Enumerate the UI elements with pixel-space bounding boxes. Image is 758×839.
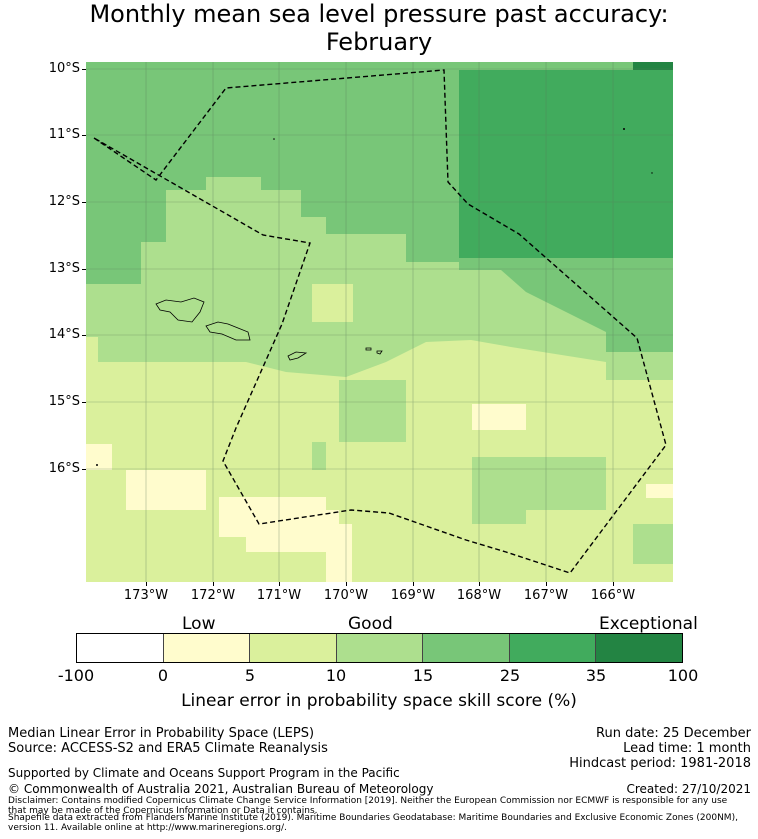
lat-tick [82, 469, 86, 470]
lat-tick [82, 69, 86, 70]
footer-copyright: © Commonwealth of Australia 2021, Austra… [8, 782, 434, 796]
footer-source: Source: ACCESS-S2 and ERA5 Climate Reana… [8, 741, 328, 756]
region-good-patch-1 [339, 380, 406, 442]
lon-tick [346, 582, 347, 586]
region-low-patch-1 [472, 404, 526, 430]
lon-label: 171°W [256, 588, 302, 603]
map-title: Monthly mean sea level pressure past acc… [0, 0, 758, 56]
lat-tick [82, 202, 86, 203]
island-speck-3 [651, 172, 653, 174]
colorbar-swatch [509, 634, 597, 662]
map-gridlines [86, 62, 673, 582]
colorbar-tick: 15 [412, 666, 434, 685]
colorbar-category-good: Good [348, 614, 393, 634]
lat-label: 15°S [48, 394, 80, 409]
colorbar-swatch [336, 634, 424, 662]
lon-label: 169°W [390, 588, 436, 603]
region-low-patch-2 [86, 444, 112, 470]
colorbar-tick: 25 [499, 666, 521, 685]
island-speck-2 [623, 128, 625, 130]
colorbar-tick: 0 [157, 666, 169, 685]
colorbar-swatch [250, 634, 337, 662]
colorbar-swatch [163, 634, 251, 662]
lon-label: 167°W [523, 588, 569, 603]
lon-tick [613, 582, 614, 586]
lon-tick [479, 582, 480, 586]
lat-tick [82, 135, 86, 136]
lon-tick [146, 582, 147, 586]
skill-map-svg [86, 62, 673, 582]
skill-map [86, 62, 673, 582]
region-fair-patch [312, 284, 353, 322]
island-upolu [205, 321, 251, 341]
lat-label: 11°S [48, 127, 80, 142]
lat-label: 16°S [48, 461, 80, 476]
island-savaii [155, 297, 205, 323]
lat-tick [82, 269, 86, 270]
region-low-patch-3 [126, 470, 206, 510]
footer-lead-time: Lead time: 1 month [623, 741, 751, 756]
colorbar-swatch [77, 634, 164, 662]
region-low-patch-5 [646, 484, 673, 498]
title-line-1: Monthly mean sea level pressure past acc… [89, 0, 669, 28]
lat-label: 12°S [48, 194, 80, 209]
region-good-patch-2 [472, 457, 606, 524]
island-ofu [365, 347, 372, 351]
colorbar-category-low: Low [182, 614, 216, 634]
footer-method: Median Linear Error in Probability Space… [8, 726, 315, 741]
disclaimer-line-4: version 11. Available online at http://w… [8, 823, 287, 833]
lon-tick [413, 582, 414, 586]
footer-support: Supported by Climate and Oceans Support … [8, 766, 400, 780]
region-very-good-ne [459, 62, 673, 258]
region-good-patch-4 [633, 524, 673, 564]
island-tutuila [287, 351, 308, 361]
lon-tick [546, 582, 547, 586]
lat-label: 13°S [48, 261, 80, 276]
colorbar [76, 633, 683, 663]
colorbar-tick: 5 [244, 666, 256, 685]
footer-hindcast: Hindcast period: 1981-2018 [569, 756, 751, 771]
colorbar-tick: 10 [325, 666, 347, 685]
disclaimer-line-3: Shapefile data extracted from Flanders M… [8, 813, 738, 823]
footer-run-date: Run date: 25 December [596, 726, 751, 741]
lon-tick [213, 582, 214, 586]
lon-label: 168°W [456, 588, 502, 603]
region-low-patch-4 [219, 497, 352, 582]
region-good-patch-3 [312, 442, 326, 470]
footer-created: Created: 27/10/2021 [626, 782, 751, 796]
lat-label: 10°S [48, 61, 80, 76]
lon-tick [279, 582, 280, 586]
lon-label: 166°W [590, 588, 636, 603]
colorbar-tick: 35 [585, 666, 607, 685]
eez-boundary [93, 69, 667, 574]
colorbar-tick: -100 [57, 666, 95, 685]
disclaimer-line-2: that may be made of the Copernicus Infor… [8, 806, 318, 816]
colorbar-swatch [596, 634, 683, 662]
colorbar-tick: 100 [667, 666, 699, 685]
lon-label: 170°W [323, 588, 369, 603]
lat-tick [82, 402, 86, 403]
colorbar-label: Linear error in probability space skill … [181, 691, 577, 711]
region-exceptional-corner [633, 62, 673, 70]
lon-label: 173°W [123, 588, 169, 603]
lon-label: 172°W [190, 588, 236, 603]
island-tau [376, 350, 383, 355]
lat-label: 14°S [48, 327, 80, 342]
colorbar-category-exceptional: Exceptional [599, 614, 698, 634]
disclaimer-line-1: Disclaimer: Contains modified Copernicus… [8, 796, 728, 806]
island-speck-4 [96, 464, 98, 466]
island-speck-1 [273, 138, 275, 140]
colorbar-swatch [423, 634, 510, 662]
lat-tick [82, 335, 86, 336]
title-line-2: February [325, 28, 433, 56]
